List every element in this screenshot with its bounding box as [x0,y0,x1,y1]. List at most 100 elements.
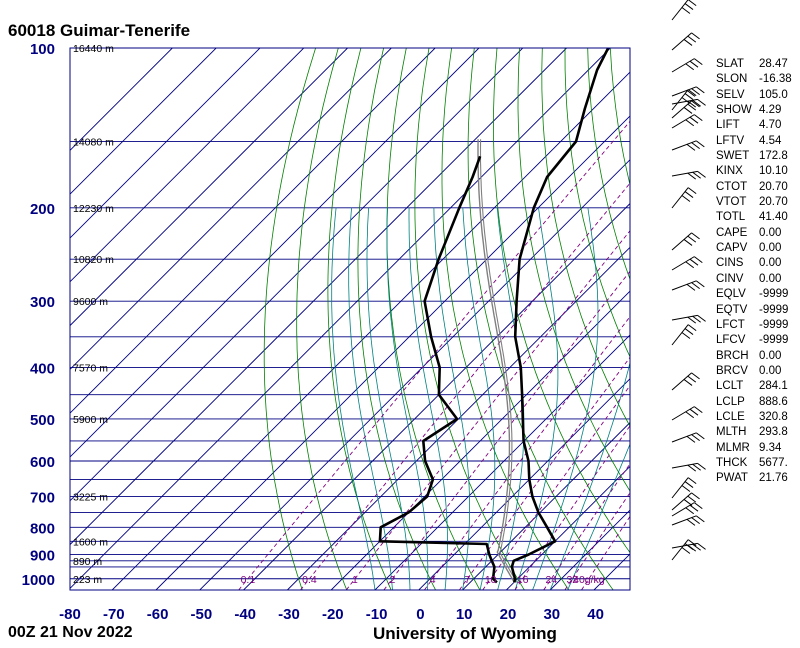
index-row: CAPV 0.00 [716,241,792,256]
wind-barb-feather [692,315,701,323]
wind-barb-feather [686,143,696,151]
height-label: 1600 m [73,536,108,548]
isotherm [70,48,611,589]
index-value: 4.54 [759,134,782,147]
temperature-tick-label: -10 [366,606,388,623]
wind-barb-feather [687,477,697,485]
wind-barb-feather [681,485,691,492]
mixing-ratio-label: 24 [545,574,557,586]
wind-barb-feather [691,517,700,525]
wind-barb-feather [681,7,691,14]
wind-barb-feather [696,140,705,148]
index-name: LCLE [716,410,745,423]
index-name: CAPE [716,226,748,239]
wind-barb-staff [671,32,692,51]
wind-barb-staff [671,100,692,119]
index-name: SHOW [716,104,752,117]
index-value: 293.8 [759,426,788,439]
isotherm [199,159,630,590]
wind-barb-feather [694,114,703,122]
wind-barb-feather [689,60,699,68]
index-row: CAPE 0.00 [716,226,792,241]
dry-adiabat [541,48,630,428]
index-row: LCLP 888.6 [716,395,792,410]
observation-time: 00Z 21 Nov 2022 [8,624,133,641]
isotherm [330,290,630,590]
index-value: 0.00 [759,242,782,255]
index-name: KINX [716,165,743,178]
height-label: 7570 m [73,363,108,375]
moist-adiabat [532,207,599,590]
index-name: TOTL [716,211,746,224]
index-value: 4.70 [759,119,782,132]
moist-adiabat [462,207,496,590]
height-label: 16440 m [73,43,114,55]
chart-grid [70,48,630,590]
isotherm [70,48,567,546]
wind-barb-feather [686,518,696,526]
index-value: 28.47 [759,58,788,70]
mixing-ratio-line [564,492,630,590]
index-row: EQTV -9999 [716,303,792,318]
wind-barb-feather [685,411,695,419]
dry-adiabat [327,48,392,590]
index-name: LFTV [716,134,745,147]
plot-frame [69,47,631,591]
wind-barb-feather [694,406,703,414]
index-row: SHOW 4.29 [716,103,792,118]
wind-barb-staff [671,280,697,291]
moist-adiabat [408,207,448,590]
wind-barb-feather [692,171,701,179]
wind-barb-staff [671,492,692,511]
wind-barb-feather [684,328,694,335]
wind-barb-feather [697,98,706,106]
mixing-ratio-label: 16 [517,574,529,586]
temperature-tick-label: -50 [191,606,213,623]
wind-barb-feather [687,103,697,111]
index-value: 0.00 [759,349,782,362]
wind-barb-feather [691,100,700,108]
wind-barb-feather [681,547,691,554]
wind-barb-feather [687,235,697,243]
temperature-profile [510,48,610,583]
wind-barb-feather [691,32,700,40]
temperature-tick-label: 10 [456,606,473,623]
wind-barb-feather [681,332,691,339]
wind-barb-feather [685,63,695,71]
isotherm [70,48,348,327]
wind-barb-staff [671,0,689,21]
wind-barb-staff [671,140,697,151]
index-row: CINS 0.00 [716,256,792,271]
wind-barb-feather [691,434,700,442]
wind-barb-feather [686,435,696,443]
mixing-ratio-line [238,120,630,590]
temperature-tick-label: 20 [500,606,517,623]
wind-barb-feather [696,86,705,94]
isotherm [70,48,524,502]
wind-barb-staff [671,539,689,561]
isotherm [70,48,480,458]
temperature-tick-label: -70 [103,606,125,623]
dry-adiabat [467,48,614,590]
isotherm [506,465,630,590]
index-row: MLMR 9.34 [716,441,792,456]
index-value: 105.0 [759,88,788,101]
moist-adiabat [331,207,376,590]
index-row: KINX 10.10 [716,164,792,179]
isotherm [70,48,173,151]
index-value: 0.00 [759,226,782,239]
index-value: 320.8 [759,410,788,423]
wind-barb-feather [696,515,705,523]
isotherm [111,71,630,590]
wind-barb-staff [671,324,689,346]
pressure-tick-label: 800 [30,520,55,537]
pressure-tick-label: 400 [30,361,55,378]
wind-barb-feather [691,492,700,500]
index-name: VTOT [716,196,747,209]
pressure-tick-label: 700 [30,490,55,507]
index-value: -16.38 [759,73,792,86]
mixing-ratio-line [300,182,630,590]
wind-barb-feather [691,232,700,240]
mixing-ratio-line [482,384,630,590]
